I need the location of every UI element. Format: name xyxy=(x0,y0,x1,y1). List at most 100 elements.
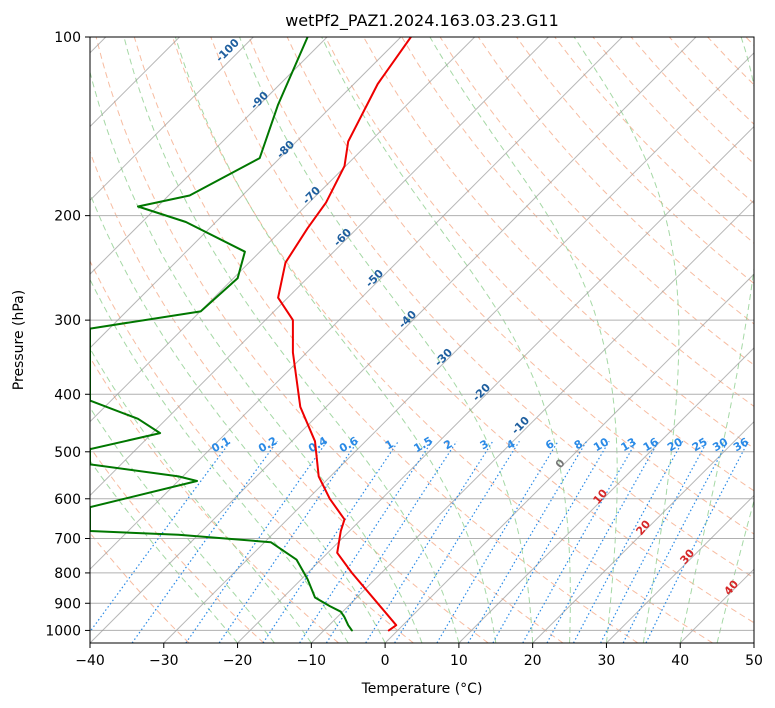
y-axis-ticks: 100 200 300 400 500 600 700 800 900 1000 xyxy=(45,30,90,639)
isotherm-line xyxy=(310,199,754,643)
isotherm-line xyxy=(90,37,476,423)
dry-adiabat-line xyxy=(95,37,564,643)
y-tick-label: 1000 xyxy=(45,623,81,639)
mixing-ratio-label: 6 xyxy=(543,437,556,452)
dry-adiabat-line xyxy=(133,37,639,643)
isotherm-label: -80 xyxy=(274,138,297,161)
moist-adiabat-label: 40 xyxy=(721,577,741,597)
isotherm-line xyxy=(753,642,754,643)
mixing-ratio-line xyxy=(325,440,458,643)
moist-adiabat-line xyxy=(90,347,312,643)
moist-adiabat-line xyxy=(573,37,680,643)
moist-adiabat-label: 20 xyxy=(633,517,653,537)
dry-adiabat-line xyxy=(172,37,713,643)
moist-adiabat-line xyxy=(90,278,349,643)
isotherm-line xyxy=(679,568,754,643)
mixing-ratio-line xyxy=(90,440,231,633)
isotherm-line xyxy=(90,37,254,202)
dry-adiabat-line xyxy=(324,37,754,492)
y-axis-title: Pressure (hPa) xyxy=(11,290,27,390)
isotherm-line xyxy=(90,37,697,643)
background-lines xyxy=(90,37,754,643)
dry-adiabat-line xyxy=(516,37,754,285)
chart-title: wetPf2_PAZ1.2024.163.03.23.G11 xyxy=(285,11,559,31)
dry-adiabat-line xyxy=(745,37,754,47)
isotherm-label: -20 xyxy=(470,381,493,404)
mixing-ratio-line xyxy=(572,441,684,643)
mixing-ratio-line xyxy=(218,440,359,643)
dry-adiabat-line xyxy=(477,37,754,325)
dry-adiabat-line xyxy=(286,37,754,535)
moist-adiabat-label: 30 xyxy=(677,546,697,566)
isotherm-line xyxy=(90,37,328,275)
x-tick-label: −30 xyxy=(149,653,179,669)
dry-adiabat-line xyxy=(90,532,190,643)
isotherm-line xyxy=(606,494,754,643)
moist-adiabat-line xyxy=(679,37,754,643)
mixing-ratio-line xyxy=(185,440,328,643)
mixing-ratio-line xyxy=(365,440,494,643)
temperature-profile-line xyxy=(277,37,412,632)
mixing-ratio-line xyxy=(622,441,729,643)
isotherm-label: -100 xyxy=(213,36,242,65)
dewpoint-profile-line xyxy=(90,37,353,632)
moist-adiabat-line xyxy=(429,37,618,643)
moist-adiabat-line xyxy=(90,192,386,643)
isotherm-label: -30 xyxy=(432,346,455,369)
isotherm-line xyxy=(90,37,549,497)
moist-adiabat-line xyxy=(716,499,754,643)
dry-adiabat-line xyxy=(248,37,754,579)
x-tick-label: 50 xyxy=(745,653,763,669)
y-tick-label: 300 xyxy=(54,313,81,329)
mixing-ratio-line xyxy=(262,440,399,643)
sounding-series xyxy=(90,37,412,632)
isotherm-label: -70 xyxy=(300,184,323,207)
x-tick-label: −20 xyxy=(223,653,253,669)
moist-adiabat-line xyxy=(123,37,460,643)
y-tick-label: 100 xyxy=(54,30,81,46)
isotherm-line xyxy=(458,347,754,643)
moist-adiabat-line xyxy=(90,406,275,643)
x-axis-title: Temperature (°C) xyxy=(361,681,483,697)
mixing-ratio-line xyxy=(645,441,749,643)
moist-adiabat-label: 10 xyxy=(590,486,610,506)
dry-adiabat-line xyxy=(90,150,489,643)
plot-frame xyxy=(89,36,755,644)
mixing-ratio-line xyxy=(394,440,520,643)
isotherm-label: -90 xyxy=(248,89,271,112)
dry-adiabat-line xyxy=(630,37,754,165)
mixing-ratio-line xyxy=(522,440,638,643)
isotherm-line xyxy=(90,37,623,570)
mixing-ratio-line xyxy=(436,440,559,643)
mixing-ratio-line xyxy=(492,440,610,643)
isotherm-label: -10 xyxy=(509,414,532,437)
x-tick-label: −10 xyxy=(297,653,327,669)
x-tick-label: 20 xyxy=(524,653,542,669)
mixing-ratio-line xyxy=(467,440,588,643)
mixing-ratio-line xyxy=(299,440,433,643)
isotherm-line xyxy=(90,37,402,349)
moist-adiabat-line xyxy=(174,37,497,643)
dry-adiabat-line xyxy=(707,37,754,86)
moist-adiabat-line xyxy=(321,37,571,643)
y-tick-label: 600 xyxy=(54,492,81,508)
x-axis-ticks: −40 −30 −20 −10 0 10 20 30 40 50 xyxy=(75,643,763,669)
isotherm-line xyxy=(237,125,754,643)
dry-adiabat-line xyxy=(90,446,265,643)
x-tick-label: 40 xyxy=(671,653,689,669)
mixing-ratio-label: 2 xyxy=(441,437,454,452)
isotherm-label: -60 xyxy=(331,226,354,249)
y-tick-label: 200 xyxy=(54,209,81,225)
moist-adiabat-line xyxy=(239,37,534,643)
x-tick-label: 0 xyxy=(381,653,390,669)
y-tick-label: 900 xyxy=(54,596,81,612)
y-tick-label: 500 xyxy=(54,445,81,461)
dry-adiabat-line xyxy=(554,37,754,244)
x-tick-label: 10 xyxy=(450,653,468,669)
dry-adiabat-line xyxy=(90,259,414,643)
dry-adiabat-line xyxy=(90,356,339,643)
pressure-gridlines xyxy=(90,37,754,631)
y-tick-label: 800 xyxy=(54,566,81,582)
moist-adiabat-line xyxy=(90,459,238,643)
